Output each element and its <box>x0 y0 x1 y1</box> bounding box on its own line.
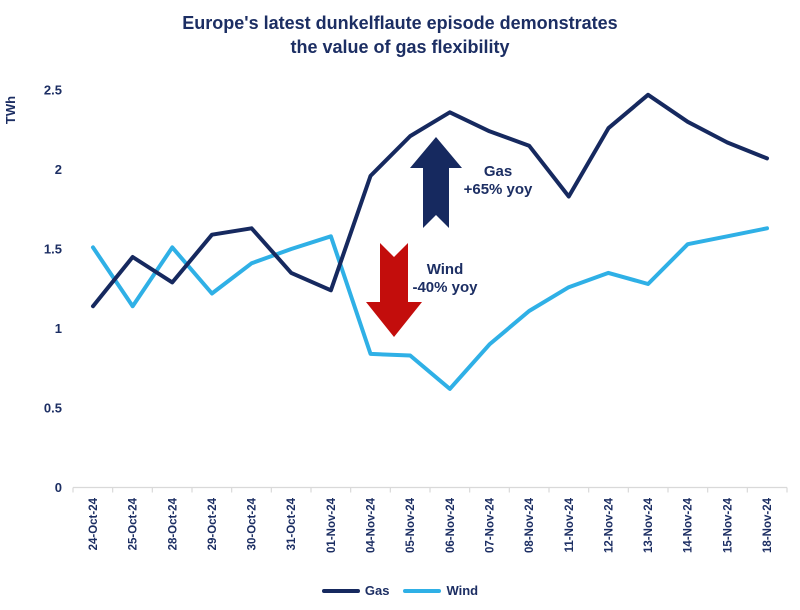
gas-annotation-label: Gas <box>483 163 513 180</box>
gas-annotation-value: +65% yoy <box>463 181 533 198</box>
gas-line <box>91 92 769 309</box>
wind-line-swatch <box>403 588 442 593</box>
legend-label-wind: Wind <box>446 583 479 598</box>
chart-title-line1: Europe's latest dunkelflaute episode dem… <box>182 13 618 33</box>
x-tick-label: 15-Nov-24 <box>722 497 734 553</box>
x-tick-label: 28-Oct-24 <box>167 497 179 550</box>
legend-item-wind: Wind <box>403 583 478 598</box>
x-tick-label: 06-Nov-24 <box>445 497 457 553</box>
x-axis: 0 0.5 1 1.5 2 2.5 24-Oct-24 25-Oct-24 28-Oct-24 2… <box>44 83 788 553</box>
wind-annotation-value: -40% yoy <box>412 279 478 296</box>
y-axis-unit-label: TWh <box>3 96 18 124</box>
y-tick-label: 0 <box>55 480 62 495</box>
chart-title-line2: the value of gas flexibility <box>290 37 510 57</box>
legend-item-gas: Gas <box>321 583 390 598</box>
y-tick-label: 2 <box>55 162 62 177</box>
chart-title: Europe's latest dunkelflaute episode dem… <box>0 11 800 59</box>
x-tick-label: 04-Nov-24 <box>366 497 378 553</box>
y-tick-label: 1.5 <box>44 242 62 257</box>
x-tick-label: 11-Nov-24 <box>564 497 576 552</box>
x-tick-label: 08-Nov-24 <box>524 497 536 553</box>
x-tick-label: 01-Nov-24 <box>326 497 338 553</box>
wind-line <box>91 226 769 391</box>
y-tick-label: 0.5 <box>44 401 62 416</box>
legend-label-gas: Gas <box>364 583 390 598</box>
gas-annotation: Gas +65% yoy <box>459 163 537 199</box>
x-tick-label: 12-Nov-24 <box>603 497 615 553</box>
series-lines <box>91 92 769 391</box>
x-tick-label: 18-Nov-24 <box>762 497 774 553</box>
x-tick-label: 05-Nov-24 <box>405 497 417 553</box>
x-tick-label: 29-Oct-24 <box>207 497 219 550</box>
x-tick-label: 14-Nov-24 <box>683 497 695 553</box>
gas-up-arrow <box>410 137 462 228</box>
wind-down-arrow <box>366 243 422 337</box>
y-tick-label: 1 <box>55 321 62 336</box>
gas-line-swatch <box>321 588 360 593</box>
x-tick-label: 25-Oct-24 <box>128 497 140 550</box>
x-tick-label: 31-Oct-24 <box>286 497 298 550</box>
legend: Gas Wind <box>0 583 800 598</box>
wind-annotation: Wind -40% yoy <box>406 261 484 297</box>
x-tick-label: 07-Nov-24 <box>484 497 496 553</box>
y-tick-label: 2.5 <box>44 83 62 98</box>
wind-annotation-label: Wind <box>426 261 464 278</box>
x-tick-label: 30-Oct-24 <box>247 497 259 550</box>
x-tick-label: 24-Oct-24 <box>88 497 100 550</box>
x-tick-label: 13-Nov-24 <box>643 497 655 553</box>
